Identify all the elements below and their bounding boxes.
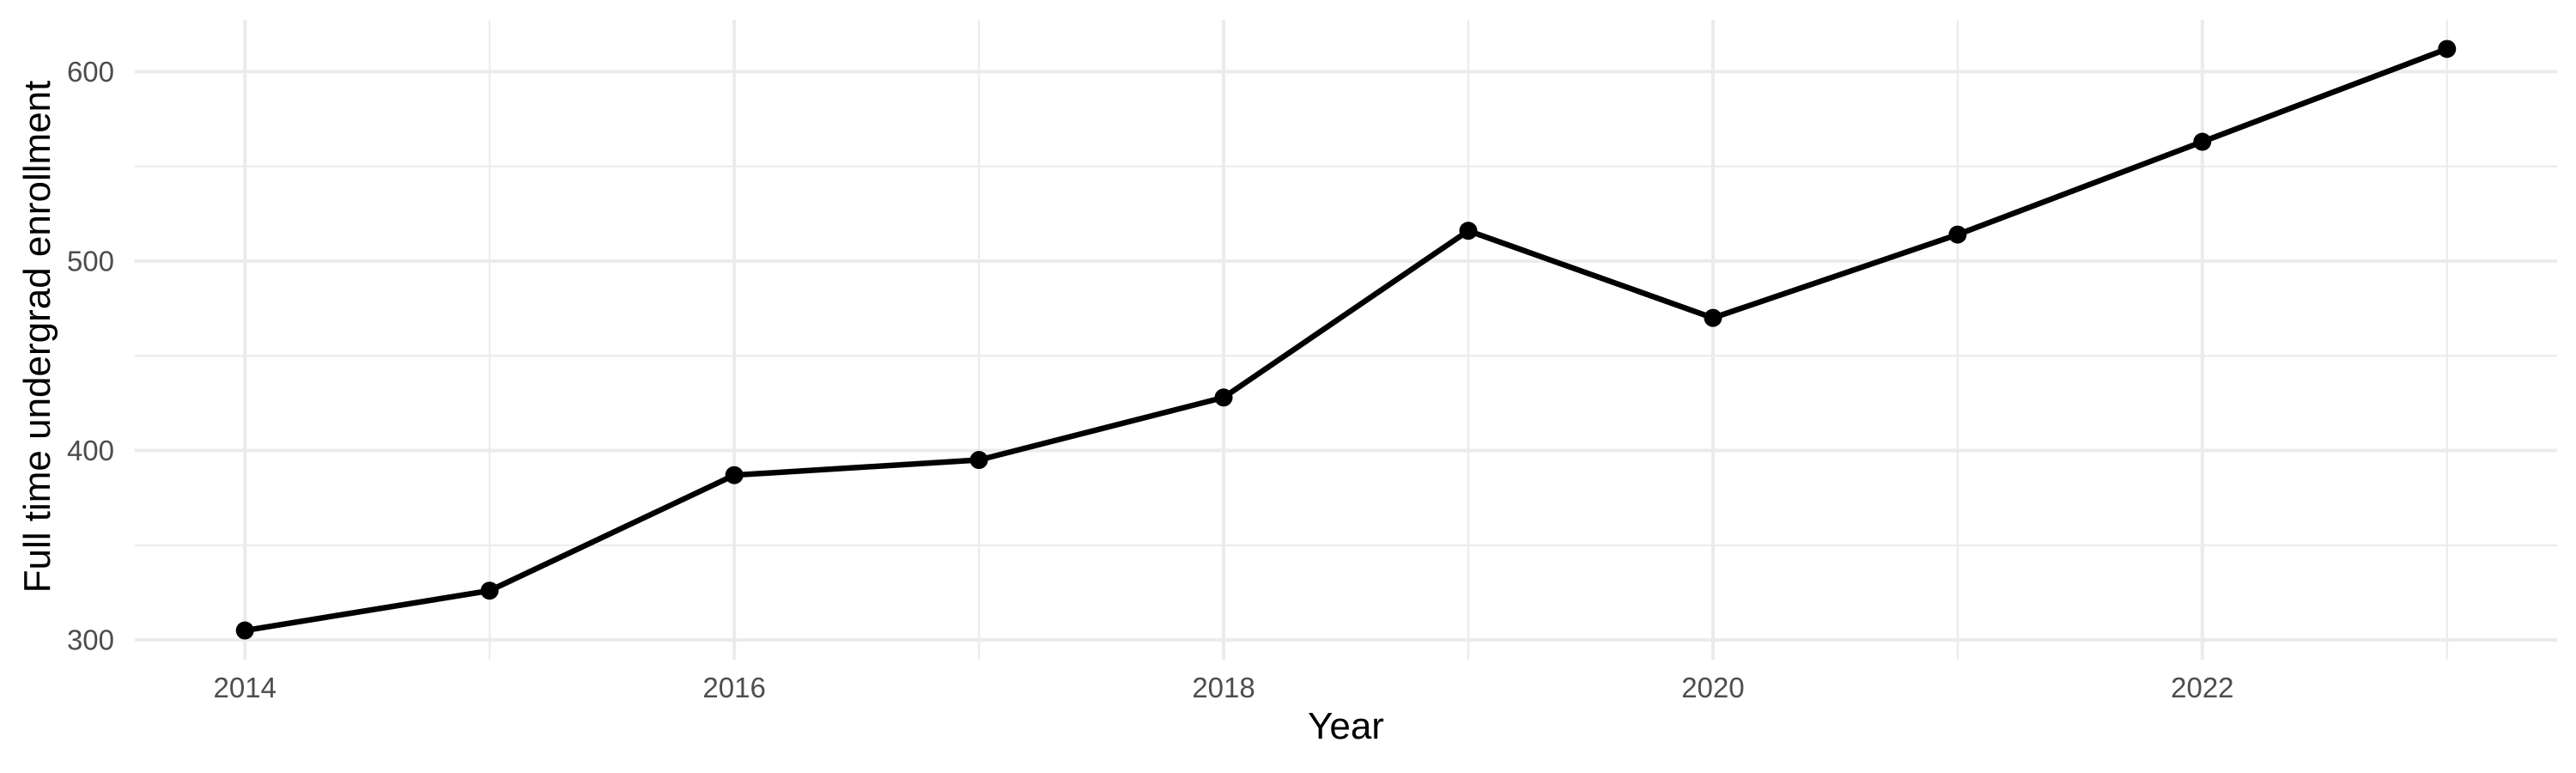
x-tick-label: 2016 <box>702 672 765 703</box>
series-line-path <box>244 46 2448 634</box>
x-tick-label: 2022 <box>2171 672 2233 703</box>
major-gridlines <box>135 20 2557 660</box>
data-point <box>480 581 499 600</box>
minor-gridlines <box>135 20 2557 660</box>
y-tick-label: 500 <box>67 245 114 277</box>
data-point <box>1704 308 1722 327</box>
data-point <box>235 621 254 640</box>
data-point <box>2438 40 2457 58</box>
y-tick-label: 400 <box>67 435 114 466</box>
data-point <box>725 466 744 484</box>
y-tick-label: 300 <box>67 624 114 656</box>
x-axis-title: Year <box>1308 705 1384 747</box>
y-axis-title: Full time undergrad enrollment <box>16 81 58 593</box>
data-point <box>2193 132 2212 151</box>
y-axis-tick-labels: 300 400 500 600 <box>67 56 114 656</box>
data-point <box>969 451 988 470</box>
data-point <box>1459 222 1478 240</box>
data-point <box>1948 225 1967 244</box>
enrollment-series-points <box>235 40 2457 640</box>
enrollment-series-line <box>244 46 2448 634</box>
y-tick-label: 600 <box>67 56 114 88</box>
x-tick-label: 2014 <box>214 672 276 703</box>
x-tick-label: 2018 <box>1192 672 1255 703</box>
x-axis-tick-labels: 2014 2016 2018 2020 2022 <box>214 672 2234 703</box>
x-tick-label: 2020 <box>1681 672 1744 703</box>
data-point <box>1214 388 1233 407</box>
